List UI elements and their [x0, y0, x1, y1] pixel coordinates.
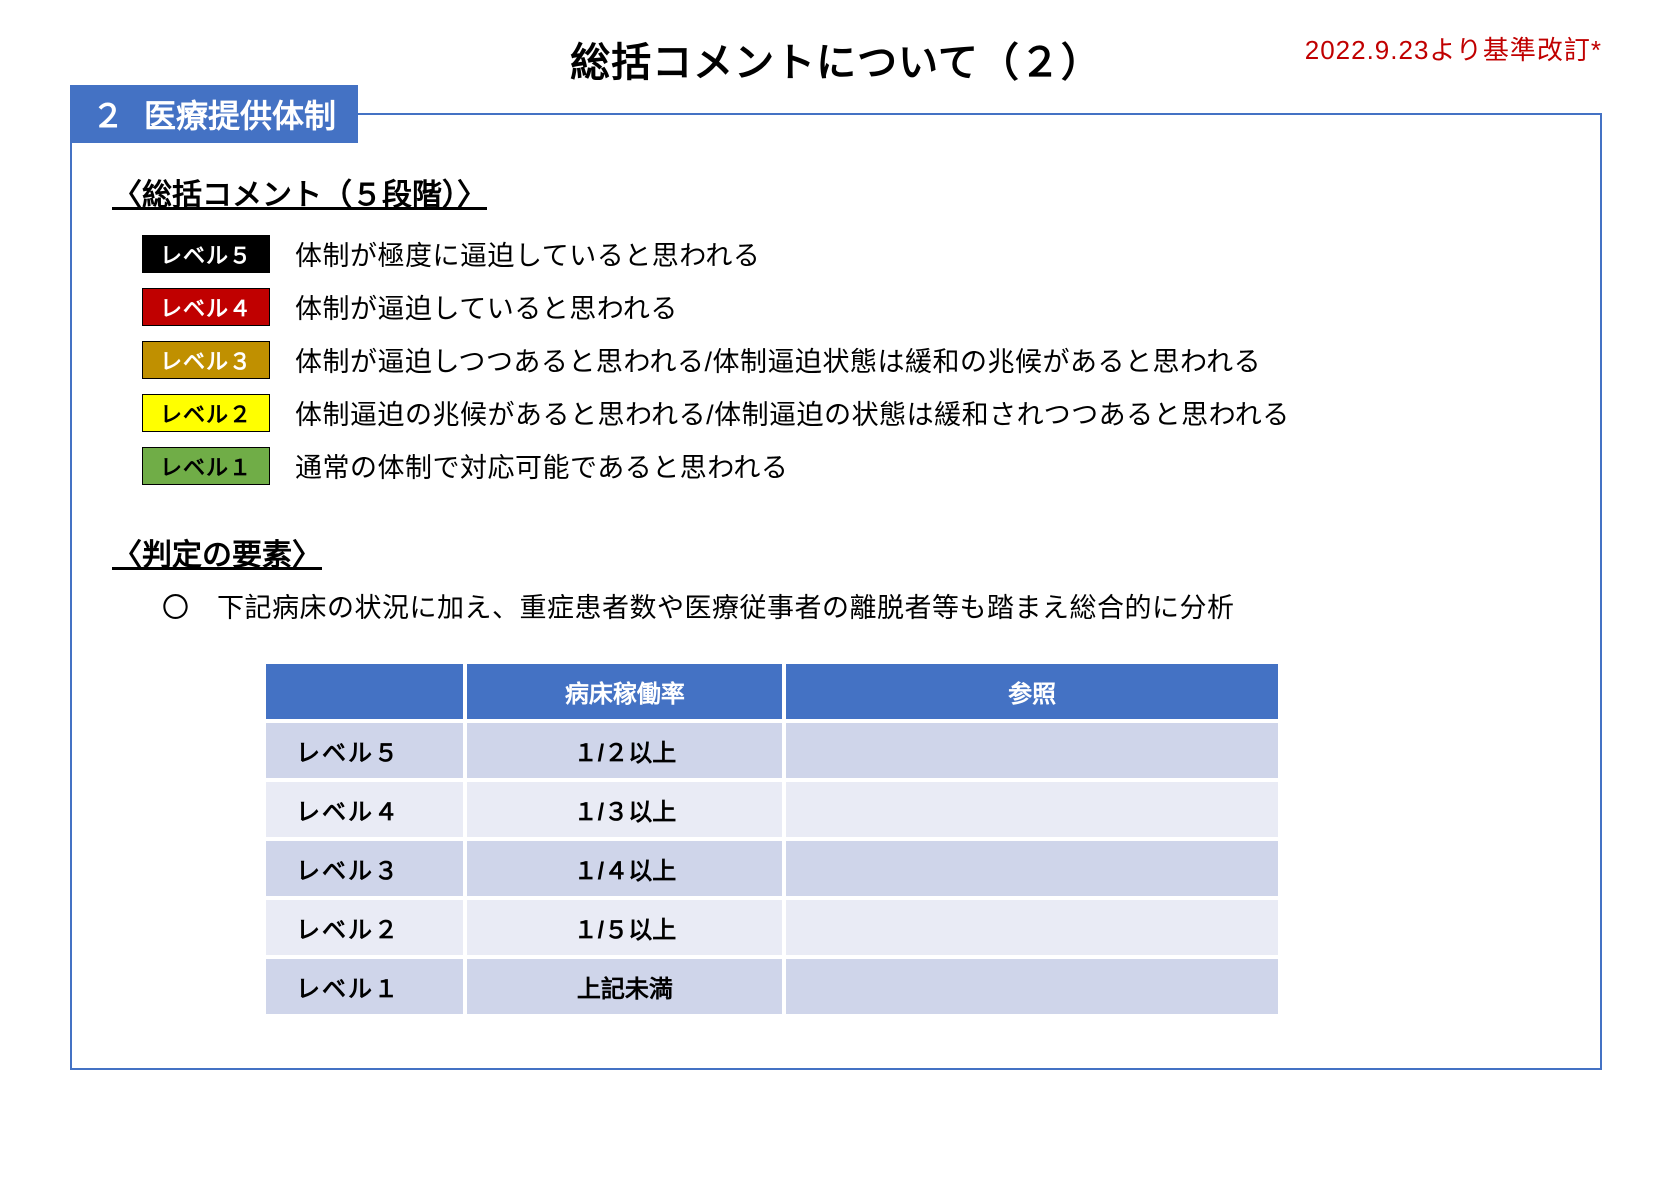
table-header-ref: 参照 [786, 664, 1278, 719]
level-badge: レベル１ [142, 447, 270, 485]
level-row: レベル４ 体制が逼迫していると思われる [142, 287, 1560, 326]
table-row: レベル１上記未満 [266, 959, 1278, 1014]
level-description: 通常の体制で対応可能であると思われる [295, 446, 788, 485]
cell-rate: １/４以上 [467, 841, 782, 896]
cell-level: レベル５ [266, 723, 463, 778]
level-row: レベル１ 通常の体制で対応可能であると思われる [142, 446, 1560, 485]
level-badge: レベル５ [142, 235, 270, 273]
cell-level: レベル４ [266, 782, 463, 837]
level-description: 体制が逼迫しつつあると思われる/体制逼迫状態は緩和の兆候があると思われる [295, 340, 1261, 379]
page-header: 総括コメントについて（２） 2022.9.23より基準改訂* [70, 30, 1602, 88]
section-number: ２ [92, 91, 124, 137]
table-header-row: 病床稼働率 参照 [266, 664, 1278, 719]
criteria-heading: 〈判定の要素〉 [112, 530, 1560, 574]
level-list: レベル５体制が極度に逼迫していると思われるレベル４体制が逼迫していると思われるレ… [142, 234, 1560, 485]
cell-level: レベル３ [266, 841, 463, 896]
criteria-note: 〇 下記病床の状況に加え、重症患者数や医療従事者の離脱者等も踏まえ総合的に分析 [162, 586, 1560, 625]
cell-rate: １/５以上 [467, 900, 782, 955]
table-row: レベル４１/３以上 [266, 782, 1278, 837]
revision-note: 2022.9.23より基準改訂* [1305, 30, 1602, 67]
level-badge: レベル３ [142, 341, 270, 379]
table-row: レベル２１/５以上 [266, 900, 1278, 955]
levels-heading: 〈総括コメント（５段階）〉 [112, 170, 1560, 214]
cell-ref [786, 959, 1278, 1014]
table-header-level [266, 664, 463, 719]
cell-rate: 上記未満 [467, 959, 782, 1014]
criteria-table: 病床稼働率 参照 レベル５１/２以上レベル４１/３以上レベル３１/４以上レベル２… [262, 660, 1282, 1018]
cell-ref [786, 723, 1278, 778]
table-row: レベル３１/４以上 [266, 841, 1278, 896]
level-description: 体制逼迫の兆候があると思われる/体制逼迫の状態は緩和されつつあると思われる [295, 393, 1290, 432]
cell-level: レベル２ [266, 900, 463, 955]
section-box: ２ 医療提供体制 〈総括コメント（５段階）〉 レベル５体制が極度に逼迫していると… [70, 113, 1602, 1070]
level-description: 体制が極度に逼迫していると思われる [295, 234, 760, 273]
table-header-rate: 病床稼働率 [467, 664, 782, 719]
level-badge: レベル２ [142, 394, 270, 432]
cell-ref [786, 900, 1278, 955]
cell-ref [786, 841, 1278, 896]
cell-rate: １/２以上 [467, 723, 782, 778]
cell-ref [786, 782, 1278, 837]
level-badge: レベル４ [142, 288, 270, 326]
table-row: レベル５１/２以上 [266, 723, 1278, 778]
level-row: レベル２ 体制逼迫の兆候があると思われる/体制逼迫の状態は緩和されつつあると思われ… [142, 393, 1560, 432]
section-title: 医療提供体制 [144, 91, 336, 137]
cell-rate: １/３以上 [467, 782, 782, 837]
cell-level: レベル１ [266, 959, 463, 1014]
section-tab: ２ 医療提供体制 [70, 85, 358, 143]
level-description: 体制が逼迫していると思われる [295, 287, 678, 326]
level-row: レベル５ 体制が極度に逼迫していると思われる [142, 234, 1560, 273]
level-row: レベル３ 体制が逼迫しつつあると思われる/体制逼迫状態は緩和の兆候があると思われる [142, 340, 1560, 379]
